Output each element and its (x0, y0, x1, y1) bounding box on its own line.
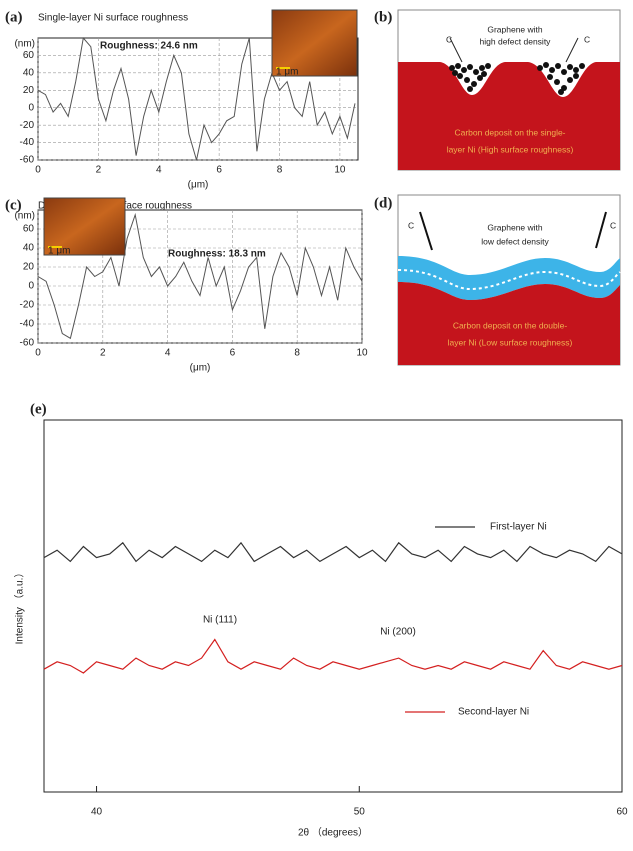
x-tick-label: 0 (35, 348, 41, 359)
x-tick-label: 50 (354, 807, 366, 818)
plot-area (43, 419, 623, 793)
x-tick-label: 10 (356, 348, 368, 359)
y-tick-label: 0 (28, 281, 34, 292)
legend-label: First-layer Ni (490, 522, 547, 533)
x-axis-label: (μm) (188, 180, 209, 191)
arrow (595, 211, 607, 249)
y-axis-label: (nm) (14, 211, 35, 222)
x-tick-label: 8 (294, 348, 300, 359)
deposit-label: layer Ni (High surface roughness) (447, 144, 574, 154)
scale-label: 1 μm (276, 67, 298, 78)
y-tick-label: 40 (23, 243, 35, 254)
defect-graphene (449, 62, 585, 95)
y-tick-label: 60 (23, 50, 35, 61)
x-tick-label: 4 (165, 348, 171, 359)
y-tick-label: 40 (23, 67, 35, 78)
panel-label: (d) (374, 195, 392, 211)
line (43, 638, 623, 674)
scale-bar (48, 246, 62, 248)
x-tick-label: 60 (616, 807, 628, 818)
panel-label: (b) (374, 9, 392, 25)
graphene-label: low defect density (481, 236, 549, 246)
carbon: C (610, 220, 616, 230)
x-axis-label: (μm) (190, 363, 211, 374)
x-tick-label: 40 (91, 807, 103, 818)
x-tick-label: 2 (96, 165, 102, 176)
y-tick-label: -20 (20, 120, 35, 131)
y-tick-label: -40 (20, 137, 35, 148)
peak-label: Ni (111) (203, 615, 237, 626)
y-tick-label: -40 (20, 319, 35, 330)
deposit-label: Carbon deposit on the double- (453, 320, 568, 330)
line (43, 541, 623, 563)
carbon: C (584, 34, 590, 44)
afm-inset (271, 9, 358, 77)
nickel (398, 62, 620, 170)
y-tick-label: -60 (20, 155, 35, 166)
graphene (398, 256, 620, 300)
y-tick-label: -20 (20, 300, 35, 311)
x-axis-label: 2θ （degrees） (298, 827, 368, 839)
y-tick-label: 20 (23, 85, 35, 96)
arrow (565, 37, 579, 63)
peak-label: Ni (200) (380, 627, 416, 638)
graphene-label: Graphene with (487, 24, 543, 34)
x-tick-label: 10 (334, 165, 346, 176)
afm-inset (43, 197, 126, 256)
scale-bar (276, 67, 290, 69)
panel-title: Single-layer Ni surface roughness (38, 13, 188, 24)
graphene-lattice (397, 269, 621, 291)
y-tick-label: 20 (23, 262, 35, 273)
x-tick-label: 8 (277, 165, 283, 176)
panel-label: (a) (5, 9, 23, 25)
annotation: Roughness: 18.3 nm (168, 249, 266, 260)
diagram-b: (b) C C Graphene with high defect densit… (374, 9, 621, 171)
deposit-label: Carbon deposit on the single- (454, 127, 565, 137)
y-tick-label: -60 (20, 338, 35, 349)
x-tick-label: 2 (100, 348, 106, 359)
y-axis-label: (nm) (14, 39, 35, 50)
y-axis-label: Intensity （a.u.） (14, 568, 26, 645)
graphene-label: high defect density (480, 36, 552, 46)
x-tick-label: 0 (35, 165, 41, 176)
annotation: Roughness: 24.6 nm (100, 41, 198, 52)
panel-label: (c) (5, 197, 22, 213)
y-tick-label: 60 (23, 224, 35, 235)
x-tick-label: 4 (156, 165, 162, 176)
arrow (449, 37, 463, 63)
diagram-d: (d) C C Graphene with low defect density… (374, 194, 621, 366)
carbon: C (408, 220, 414, 230)
y-tick-label: 0 (28, 102, 34, 113)
line (37, 212, 363, 340)
x-tick-label: 6 (216, 165, 222, 176)
legend-label: Second-layer Ni (458, 707, 529, 718)
x-tick-label: 6 (230, 348, 236, 359)
graphene-label: Graphene with (487, 222, 543, 232)
deposit-label: layer Ni (Low surface roughness) (448, 337, 573, 347)
scale-label: 1 μm (48, 246, 70, 257)
panel-label: (e) (30, 401, 47, 417)
nickel (398, 282, 620, 365)
carbon: C (446, 34, 452, 44)
arrow (419, 211, 433, 251)
line (37, 36, 356, 161)
